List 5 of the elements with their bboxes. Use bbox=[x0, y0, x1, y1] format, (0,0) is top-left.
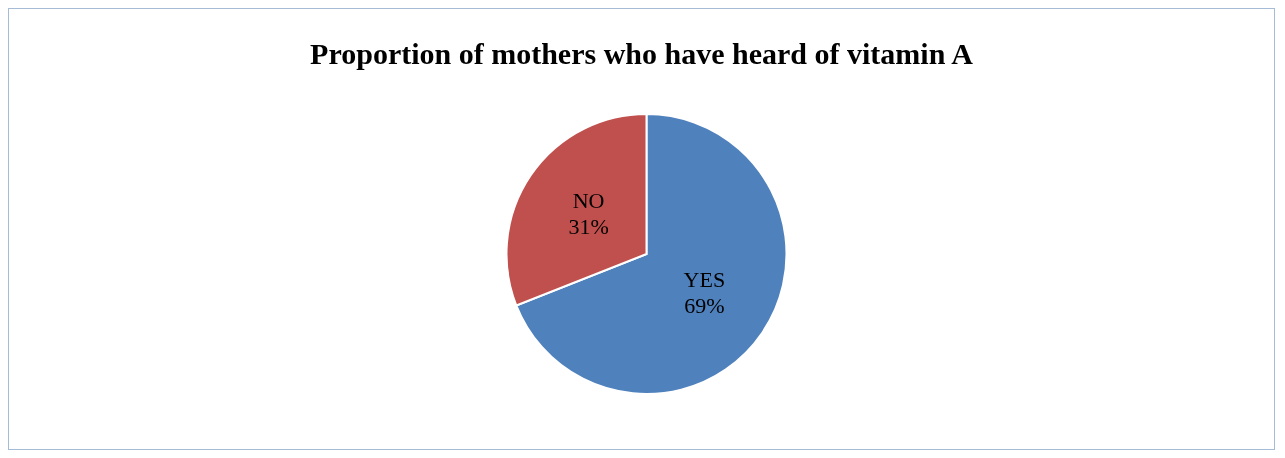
chart-title: Proportion of mothers who have heard of vitamin A bbox=[309, 37, 974, 71]
slice-label: NO bbox=[572, 188, 605, 214]
slice-label: YES bbox=[683, 266, 726, 292]
data-label: 69% bbox=[684, 293, 725, 319]
data-label: 31% bbox=[568, 214, 609, 240]
